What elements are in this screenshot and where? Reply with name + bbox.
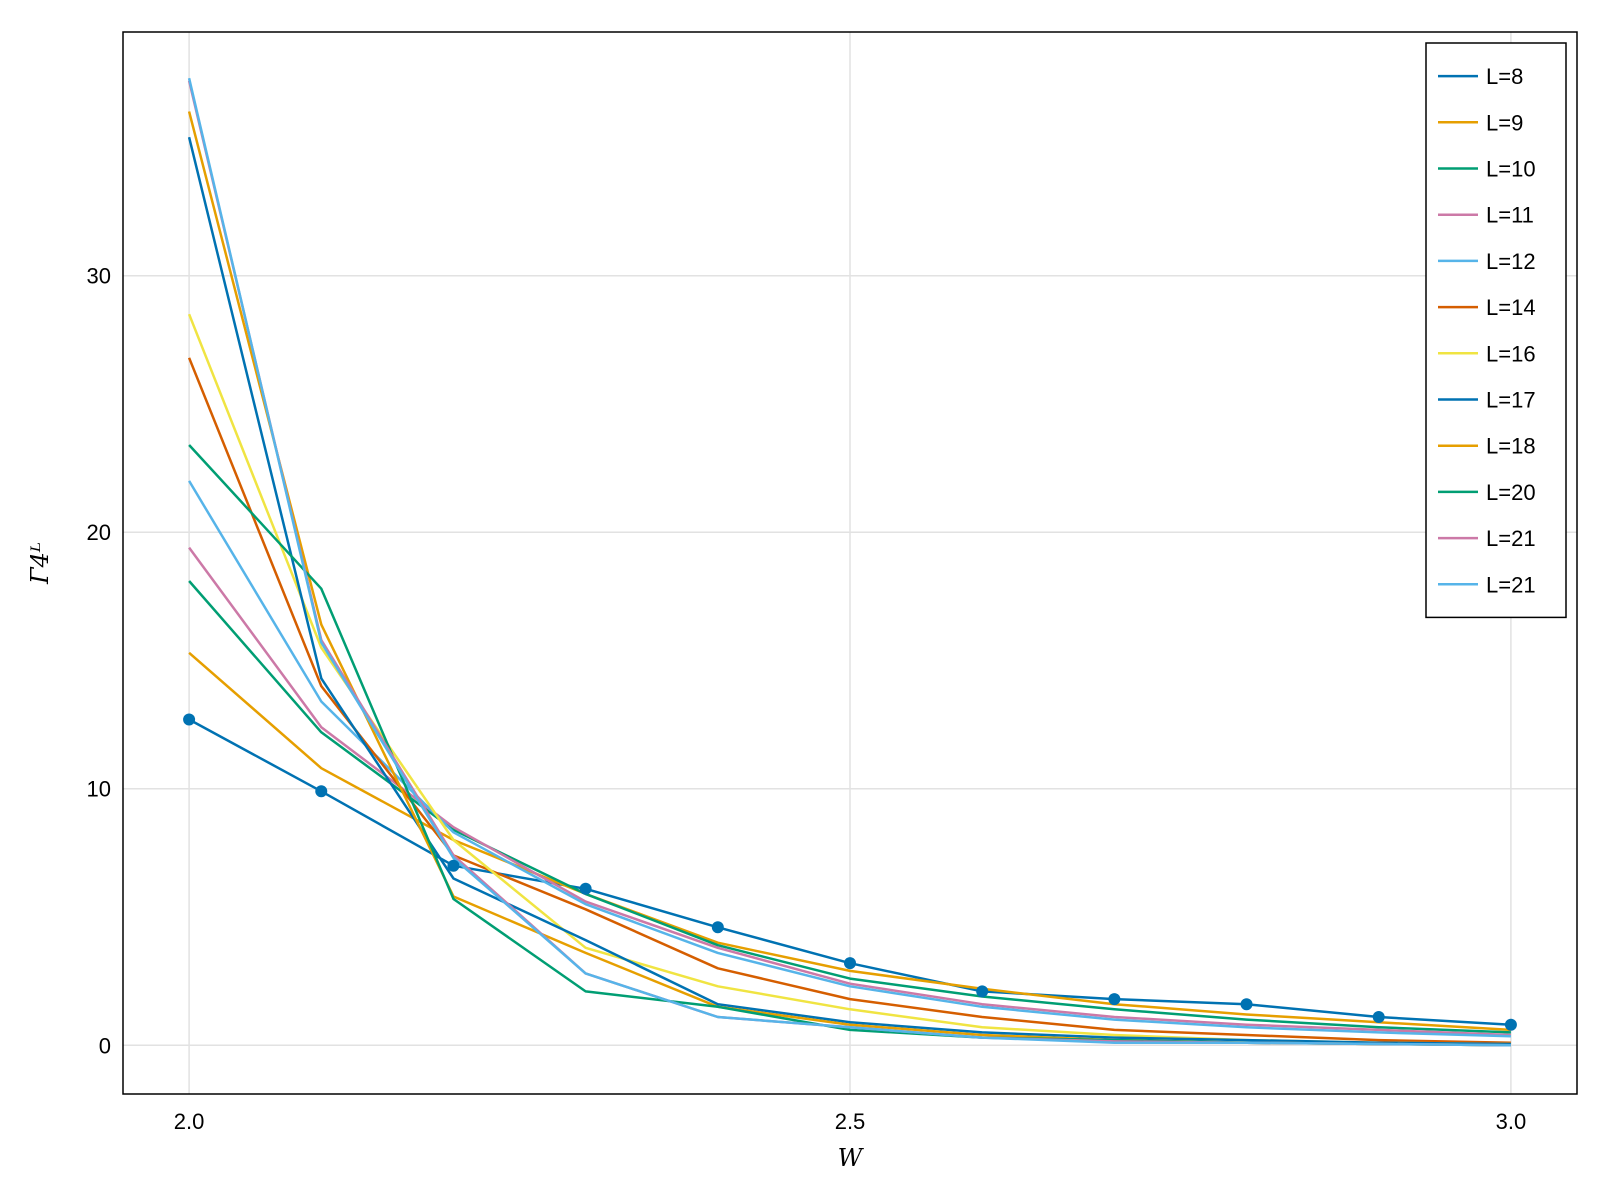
legend-label: L=11	[1486, 203, 1534, 228]
legend: L=8 L=9 L=10 L=11 L=12 L=14 L=16 L=17 L=18 L=20 L=…	[1425, 42, 1567, 619]
legend-label: L=21	[1486, 572, 1536, 597]
series-line-4	[188, 480, 1511, 1038]
legend-label: L=8	[1486, 64, 1523, 89]
data-point	[711, 921, 724, 934]
x-tick-label: 3.0	[1496, 1109, 1527, 1134]
y-axis-label: Γ4ᴸ	[26, 542, 54, 585]
data-point	[976, 985, 989, 998]
axis-ticks: 2.0 2.5 3.0 0 10 20 30	[87, 264, 1527, 1134]
legend-label: L=12	[1486, 249, 1536, 274]
data-point	[579, 882, 592, 895]
legend-label: L=21	[1486, 526, 1536, 551]
x-tick-label: 2.5	[835, 1109, 866, 1134]
series-line-1	[188, 651, 1511, 1032]
series-line-7	[187, 136, 1511, 1046]
data-point	[447, 859, 460, 872]
legend-label: L=17	[1486, 388, 1536, 413]
data-point	[1240, 998, 1253, 1011]
legend-box	[1425, 42, 1567, 619]
plot-frame	[122, 31, 1578, 1095]
grid	[123, 32, 1577, 1094]
data-point	[315, 785, 328, 798]
data-point	[1372, 1011, 1385, 1024]
series-line-11	[187, 77, 1511, 1047]
y-tick-label: 30	[87, 264, 111, 289]
data-point	[1504, 1018, 1517, 1031]
x-tick-label: 2.0	[174, 1109, 205, 1134]
y-tick-label: 0	[99, 1033, 111, 1058]
legend-label: L=18	[1486, 434, 1536, 459]
series-line-5	[187, 357, 1511, 1044]
legend-label: L=16	[1486, 341, 1536, 366]
legend-label: L=9	[1486, 110, 1523, 135]
legend-label: L=14	[1486, 295, 1536, 320]
series-lines	[183, 77, 1517, 1047]
data-point	[183, 713, 196, 726]
legend-label: L=20	[1486, 480, 1536, 505]
data-point	[844, 957, 856, 970]
legend-label: L=10	[1486, 157, 1536, 182]
data-point	[1108, 993, 1121, 1006]
y-tick-label: 10	[87, 777, 111, 802]
y-tick-label: 20	[87, 520, 111, 545]
x-axis-label: W	[838, 1144, 865, 1172]
